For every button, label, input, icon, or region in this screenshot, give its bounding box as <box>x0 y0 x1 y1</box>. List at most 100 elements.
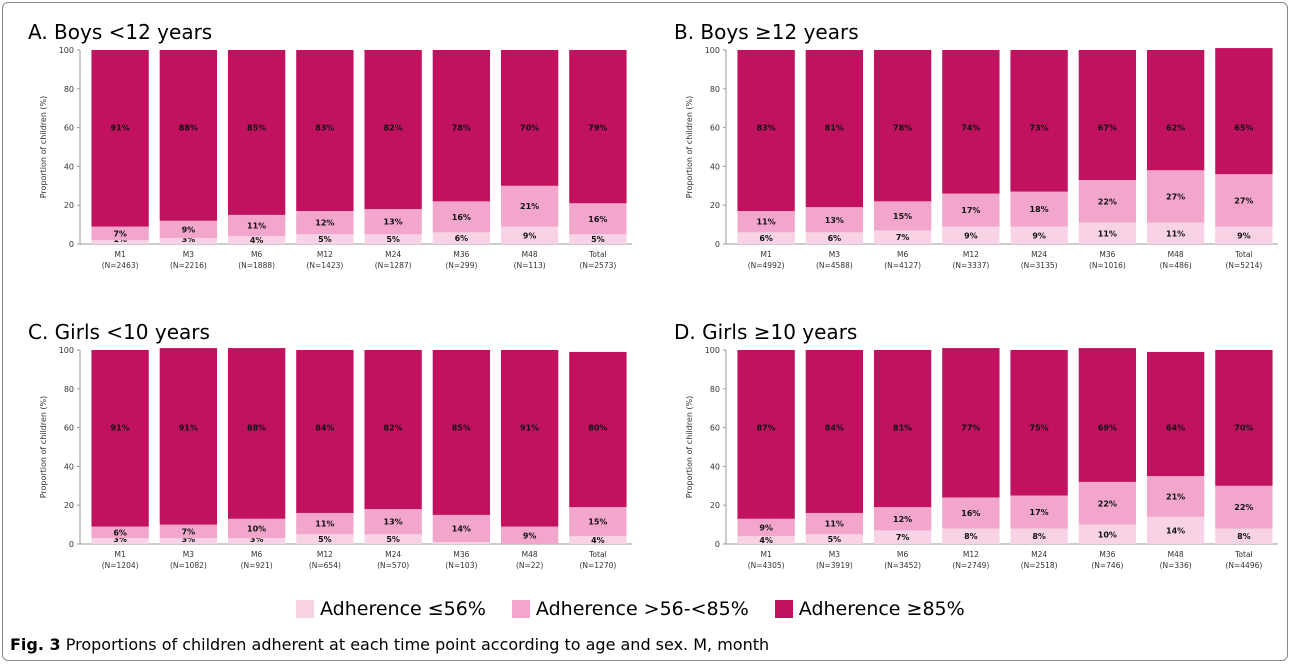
bar-segment-b-m36-0 <box>1078 222 1137 244</box>
data-label-b-m1-2: 83% <box>757 124 776 133</box>
data-label-d-m36-2: 69% <box>1098 424 1117 433</box>
legend: Adherence ≤56% Adherence >56-<85% Adhere… <box>296 594 991 624</box>
data-label-b-total-1: 27% <box>1234 196 1253 205</box>
x-tick-label-a: Total <box>588 250 607 259</box>
data-label-a-total-0: 5% <box>591 235 605 244</box>
bar-segment-a-m3-0 <box>159 238 218 244</box>
bar-segment-b-m6-2 <box>873 50 932 202</box>
y-tick-label-b: 20 <box>710 201 720 210</box>
data-label-c-m3-0: 3% <box>182 535 196 544</box>
data-label-b-total-2: 65% <box>1234 124 1253 133</box>
bar-segment-a-m1-0 <box>91 240 149 244</box>
chart-panel-a: A. Boys <12 years 0 20 40 60 80 100 Proportion… <box>0 20 646 278</box>
y-tick-label-c: 20 <box>64 501 74 510</box>
x-n-label-c: (N=103) <box>445 561 477 570</box>
x-tick-label-d: M6 <box>897 550 908 559</box>
x-n-label-d: (N=3452) <box>884 561 921 570</box>
data-label-a-m24-1: 13% <box>384 218 403 227</box>
bar-segment-a-m3-2 <box>159 50 218 221</box>
y-tick-label-a: 40 <box>64 162 74 171</box>
x-tick-label-a: M12 <box>317 250 333 259</box>
x-n-label-c: (N=1270) <box>579 561 616 570</box>
y-tick-label-a: 80 <box>64 85 74 94</box>
data-label-a-m48-2: 70% <box>520 124 539 133</box>
data-label-c-m12-0: 5% <box>318 535 332 544</box>
data-label-a-m3-2: 88% <box>179 124 198 133</box>
x-tick-label-d: M24 <box>1031 550 1047 559</box>
y-tick-label-d: 100 <box>705 346 720 355</box>
x-n-label-b: (N=1016) <box>1089 261 1126 270</box>
data-label-a-m1-1: 7% <box>113 229 127 238</box>
caption-text: Proportions of children adherent at each… <box>60 635 770 654</box>
bar-segment-d-m36-1 <box>1078 481 1137 525</box>
x-n-label-a: (N=1888) <box>238 261 275 270</box>
x-n-label-d: (N=4496) <box>1225 561 1262 570</box>
x-n-label-a: (N=1287) <box>375 261 412 270</box>
bar-segment-d-m3-2 <box>805 350 864 513</box>
data-label-a-m36-0: 6% <box>455 234 469 243</box>
x-tick-label-a: M1 <box>115 250 126 259</box>
bar-segment-d-m12-0 <box>942 528 1000 544</box>
data-label-c-m6-1: 10% <box>247 524 266 533</box>
bar-segment-c-m3-1 <box>159 524 218 539</box>
legend-label-low: Adherence ≤56% <box>320 598 486 620</box>
bar-segment-d-m1-2 <box>737 350 795 519</box>
bar-segment-a-m48-1 <box>500 185 559 227</box>
y-tick-label-a: 20 <box>64 201 74 210</box>
x-n-label-a: (N=299) <box>445 261 477 270</box>
bar-segment-c-m1-1 <box>91 526 149 539</box>
data-label-b-m36-1: 22% <box>1098 197 1117 206</box>
bar-segment-b-m6-0 <box>873 230 932 244</box>
x-tick-label-a: M48 <box>522 250 538 259</box>
x-tick-label-c: M36 <box>453 550 469 559</box>
bar-segment-c-m36-0 <box>432 542 491 544</box>
data-label-b-m6-1: 15% <box>893 212 912 221</box>
data-label-a-m48-1: 21% <box>520 202 539 211</box>
data-label-c-m24-2: 82% <box>384 424 403 433</box>
x-n-label-b: (N=5214) <box>1225 261 1262 270</box>
x-tick-label-a: M6 <box>251 250 262 259</box>
x-n-label-d: (N=2749) <box>952 561 989 570</box>
x-n-label-a: (N=1423) <box>306 261 343 270</box>
y-tick-label-a: 100 <box>59 46 74 55</box>
chart-panel-c: C. Girls <10 years 0 20 40 60 80 100 Proportio… <box>0 320 646 578</box>
data-label-c-total-1: 15% <box>588 518 607 527</box>
x-tick-label-d: M1 <box>761 550 772 559</box>
x-tick-label-c: M48 <box>522 550 538 559</box>
data-label-c-m1-1: 6% <box>113 528 127 537</box>
data-label-d-m12-0: 8% <box>964 532 978 541</box>
data-label-d-m48-0: 14% <box>1166 526 1185 535</box>
bar-segment-c-m12-1 <box>296 512 354 535</box>
legend-label-mid: Adherence >56-<85% <box>535 598 749 620</box>
bar-segment-a-m24-1 <box>364 209 422 235</box>
bar-segment-d-m36-2 <box>1078 348 1137 482</box>
data-label-a-m6-1: 11% <box>247 222 266 231</box>
data-label-d-m6-0: 7% <box>896 533 910 542</box>
data-label-a-m24-0: 5% <box>386 235 400 244</box>
bar-segment-d-m48-0 <box>1146 516 1205 544</box>
bar-segment-d-m3-0 <box>805 534 864 544</box>
bar-segment-d-m6-2 <box>873 350 932 508</box>
bar-segment-b-m3-1 <box>805 207 864 233</box>
y-tick-label-b: 0 <box>715 240 720 249</box>
data-label-c-m48-1: 9% <box>523 531 537 540</box>
data-label-a-m12-1: 12% <box>315 219 334 228</box>
data-label-d-m24-2: 75% <box>1030 424 1049 433</box>
bar-segment-a-m1-2 <box>91 50 149 227</box>
bar-segment-d-m48-1 <box>1146 476 1205 517</box>
data-label-b-m6-2: 78% <box>893 124 912 133</box>
data-label-b-m48-0: 11% <box>1166 229 1185 238</box>
bar-segment-d-m36-0 <box>1078 524 1137 544</box>
bar-segment-b-total-0 <box>1215 226 1273 244</box>
data-label-d-m24-0: 8% <box>1032 532 1046 541</box>
caption-label: Fig. 3 <box>10 635 61 654</box>
data-label-d-m3-0: 5% <box>828 535 842 544</box>
bar-segment-d-total-1 <box>1215 485 1273 529</box>
x-n-label-d: (N=2518) <box>1021 561 1058 570</box>
data-label-d-m24-1: 17% <box>1030 508 1049 517</box>
data-label-d-m1-0: 4% <box>759 536 773 545</box>
data-label-a-m3-1: 9% <box>182 225 196 234</box>
x-tick-label-a: M24 <box>385 250 401 259</box>
